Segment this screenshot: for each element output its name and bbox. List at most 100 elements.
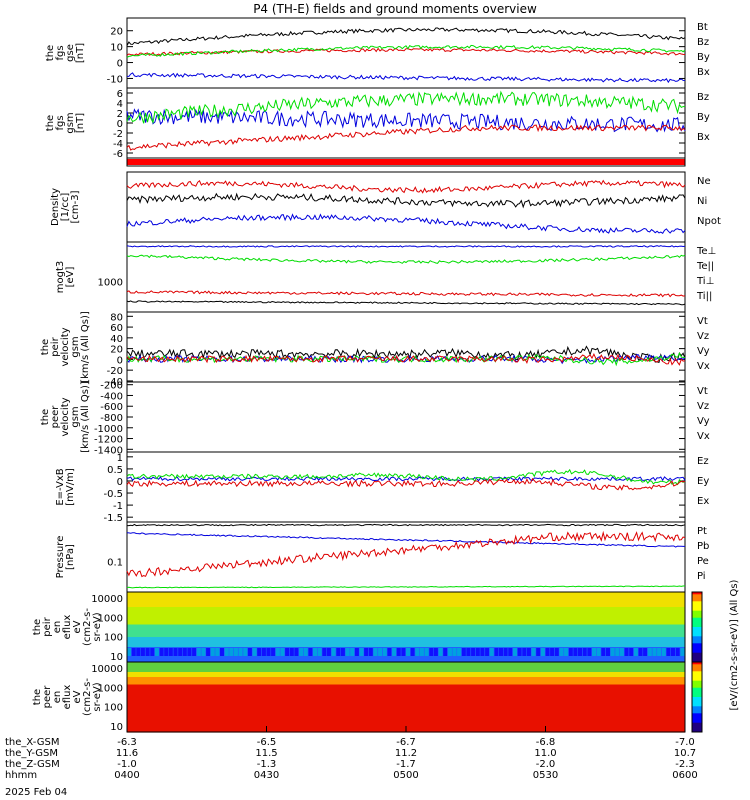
series-line-blue [126,213,686,234]
spectrogram-pixel [652,648,657,656]
spectrogram-pixel [252,648,257,656]
legend-label: Ey [697,476,709,487]
y-tick-label: 80 [110,312,123,323]
spectrogram-pixel [294,648,299,656]
spectrogram-pixel [182,648,187,656]
legend-label: Ex [697,496,709,507]
panel-density: Ne Ni Npot Density[1/cc][cm-3] [50,171,721,243]
spectrogram-pixel [522,648,527,656]
spectrogram-pixel [154,648,159,656]
legend-label: Pe [697,556,709,567]
spectrogram-band [127,597,685,601]
spectrogram-pixel [229,648,234,656]
y-tick-label: -600 [100,402,123,413]
colorbar-swatch [692,680,702,684]
spectrogram-pixel [424,648,429,656]
legend-label: Ti⊥ [696,276,714,287]
spectrogram-pixel [499,648,503,656]
spectrogram-band [127,609,685,613]
spectrogram-pixel [196,648,201,656]
spectrogram-pixel [247,648,252,656]
spectrogram-pixel [466,648,471,656]
spectrogram-pixel [601,648,606,656]
spectrogram-pixel [275,648,280,656]
colorbar-swatch [692,701,702,705]
spectrogram-pixel [582,648,587,656]
colorbar-swatch [692,711,702,714]
spectrogram-band [127,667,685,671]
colorbars [691,591,703,733]
panel-fgs-gse: -10 0 10 20 Bt Bz By Bx thefgsgse[nT] [45,17,710,89]
orbit-value: 10.7 [674,748,696,759]
legend-label: Vz [697,401,709,412]
orbit-row-label: the_Z-GSM [5,759,60,770]
y-tick-label: -1400 [94,445,123,456]
legend-label: Vy [697,416,710,427]
y-tick-label: 0 [117,59,123,70]
spectrogram-pixel [322,648,327,656]
orbit-value: -6.3 [117,737,137,748]
spectrogram-pixel [364,648,369,656]
series-line-red [126,353,686,366]
spectrogram-band [127,627,685,631]
y-tick-label: 0.1 [107,557,123,568]
spectrogram-pixel [508,648,513,656]
y-tick-label: 100 [104,633,123,644]
spectrogram-pixel [303,648,308,656]
panel-frame [126,451,686,523]
series-line-red [126,530,686,578]
y-tick-label: 1000 [98,277,123,288]
orbit-value: 11.5 [255,748,277,759]
y-tick-label: 40 [110,334,123,345]
colorbar-swatch [692,631,702,635]
series-line-red [126,123,686,151]
spectrogram-pixel [568,648,573,656]
spectrogram-band [127,602,685,606]
orbit-value: -6.7 [396,737,416,748]
spectrogram-band [127,592,685,596]
spectrogram-pixel [578,648,582,656]
y-tick-label: 10 [110,722,123,733]
spectrogram-pixel [396,648,401,656]
legend-label: Vx [697,361,710,372]
spectrogram-band [127,644,685,648]
colorbar-swatch [692,659,702,663]
y-tick-label: 10000 [91,664,123,675]
colorbar-swatch [692,615,702,619]
colorbar-swatch [692,650,702,654]
spectrogram-pixel [392,648,397,656]
legend-label: Vz [697,331,709,342]
spectrogram-pixel [503,648,508,656]
colorbar-swatch [692,610,702,614]
y-tick-label: 0.5 [107,465,123,476]
spectrogram-pixel [257,648,262,656]
orbit-value: -7.0 [675,737,695,748]
colorbar-swatch [692,603,702,607]
spectrogram-pixel [136,648,141,656]
y-tick-label: 10 [110,652,123,663]
colorbar-swatch [692,617,702,621]
colorbar-swatch [692,685,702,689]
y-axis-label: thefgsgsm[nT] [45,112,86,133]
orbit-value: -1.0 [117,759,137,770]
spectrogram-band [127,704,685,708]
y-tick-label: 0 [117,477,123,488]
series-line-black [127,523,686,527]
y-tick-label: -1 [113,501,123,512]
orbit-value: 0530 [533,770,558,781]
legend-label: Pb [697,541,709,552]
spectrogram-pixel [131,648,136,656]
y-axis-label: Density[1/cc][cm-3] [50,188,81,226]
colorbar-swatch [692,678,702,682]
orbit-value: -1.3 [257,759,277,770]
spectrogram-pixel [587,648,592,656]
y-axis-label: mogt3[eV] [55,261,76,294]
spectrogram-pixel [419,648,424,656]
colorbar-swatch [692,706,702,710]
colorbar-swatch [692,608,702,612]
colorbar-swatch [692,629,702,633]
spectrogram-band [127,594,685,598]
spectrogram-pixel [489,648,494,656]
spectrogram-pixel [206,648,211,656]
spectrogram-pixel [406,648,410,656]
